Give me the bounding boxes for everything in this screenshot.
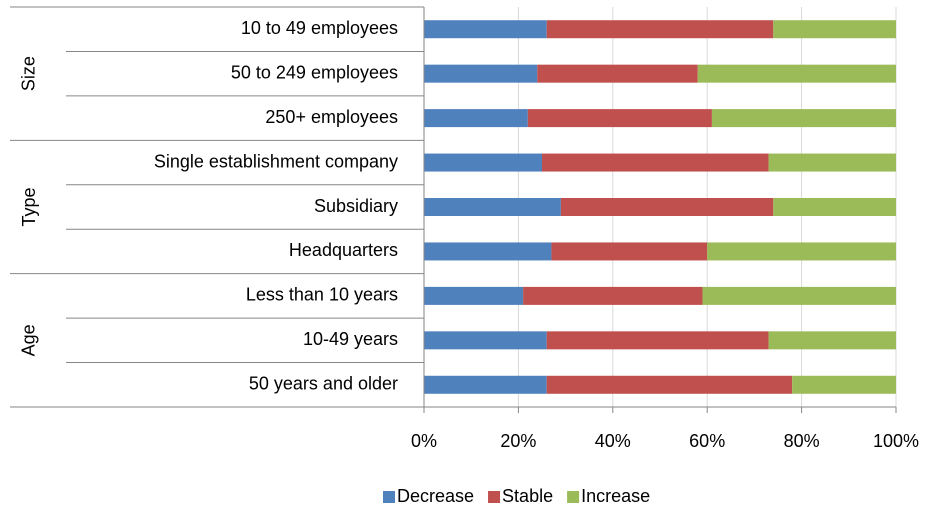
- group-label: Type: [19, 187, 39, 226]
- x-tick-label: 80%: [784, 431, 820, 451]
- bar-segment: [424, 375, 547, 394]
- legend-swatch: [383, 491, 395, 503]
- category-label: Single establishment company: [154, 151, 398, 171]
- bar-segment: [546, 375, 793, 394]
- category-label: 250+ employees: [265, 107, 398, 127]
- x-tick-label: 60%: [689, 431, 725, 451]
- group-label: Size: [19, 56, 39, 91]
- bar-segment: [527, 109, 712, 128]
- bar-segment: [546, 20, 774, 39]
- category-label: Headquarters: [289, 240, 398, 260]
- bar-segment: [537, 64, 698, 83]
- bar-segment: [424, 198, 561, 216]
- bar-segment: [424, 20, 547, 39]
- bar-segment: [560, 198, 774, 216]
- legend-swatch: [488, 491, 501, 503]
- category-label: 50 years and older: [249, 374, 398, 394]
- bar-segment: [523, 286, 703, 305]
- bar-segment: [773, 198, 896, 216]
- bar-segment: [424, 109, 528, 128]
- bar-segment: [711, 109, 896, 128]
- legend-label: Decrease: [397, 486, 474, 506]
- category-label: 10-49 years: [303, 329, 398, 349]
- bar-segment: [697, 64, 896, 83]
- legend-swatch: [567, 491, 580, 503]
- bar-segment: [542, 153, 769, 172]
- bar-segment: [707, 242, 896, 261]
- x-tick-label: 40%: [595, 431, 631, 451]
- bar-segment: [768, 331, 896, 350]
- bar-segment: [768, 153, 896, 172]
- bar-segment: [424, 286, 524, 305]
- group-label: Age: [19, 324, 39, 356]
- bar-segment: [424, 153, 542, 172]
- legend-label: Increase: [581, 486, 650, 506]
- bar-segment: [773, 20, 896, 39]
- bar-segment: [546, 331, 769, 350]
- category-label: 50 to 249 employees: [231, 62, 398, 82]
- category-label: Subsidiary: [314, 196, 398, 216]
- bar-segment: [792, 375, 896, 394]
- x-tick-label: 20%: [500, 431, 536, 451]
- bar-segment: [702, 286, 896, 305]
- x-tick-label: 0%: [411, 431, 437, 451]
- bar-segment: [424, 242, 552, 261]
- x-tick-label: 100%: [873, 431, 919, 451]
- legend-label: Stable: [502, 486, 553, 506]
- bar-segment: [424, 331, 547, 350]
- bar-segment: [551, 242, 708, 261]
- category-label: Less than 10 years: [246, 285, 398, 305]
- bar-segment: [424, 64, 538, 83]
- category-label: 10 to 49 employees: [241, 18, 398, 38]
